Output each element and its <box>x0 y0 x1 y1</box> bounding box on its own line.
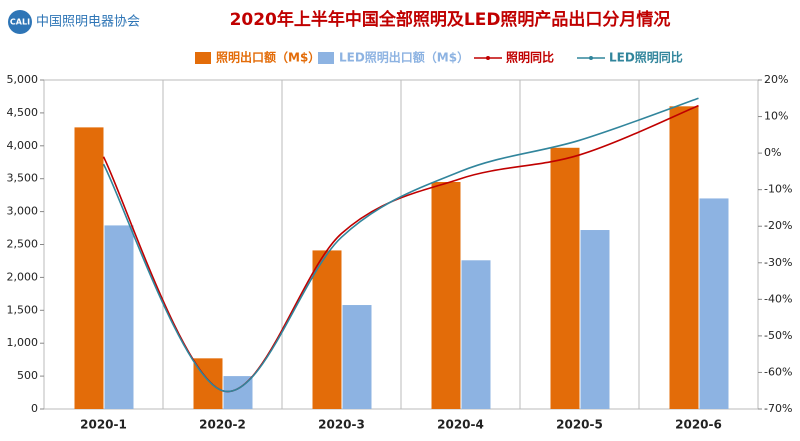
bar <box>461 260 491 409</box>
x-tick-label: 2020-6 <box>675 418 722 432</box>
bar <box>580 230 610 409</box>
bar <box>312 250 342 409</box>
y2-tick-label: -30% <box>764 256 792 269</box>
x-tick-label: 2020-1 <box>80 418 127 432</box>
bar <box>74 127 104 409</box>
y-tick-label: 4,500 <box>7 106 39 119</box>
legend-label: LED照明同比 <box>609 50 683 65</box>
bar <box>342 305 372 409</box>
legend-marker <box>589 56 593 60</box>
legend-swatch <box>318 52 334 64</box>
y-tick-label: 5,000 <box>7 73 39 86</box>
y-tick-label: 1,000 <box>7 336 39 349</box>
y2-tick-label: -50% <box>764 329 792 342</box>
y-tick-label: 3,000 <box>7 205 39 218</box>
legend-label: 照明同比 <box>506 50 554 65</box>
logo-mark: CALI <box>10 18 30 27</box>
y2-tick-label: -10% <box>764 183 792 196</box>
y-tick-label: 4,000 <box>7 139 39 152</box>
legend-label: 照明出口额（M$） <box>216 50 320 65</box>
y2-tick-label: -60% <box>764 365 792 378</box>
y2-tick-label: -70% <box>764 402 792 415</box>
logo-text: 中国照明电器协会 <box>36 15 140 30</box>
y-tick-label: 500 <box>17 369 38 382</box>
y-tick-label: 2,000 <box>7 270 39 283</box>
y2-tick-label: 10% <box>764 110 788 123</box>
y-tick-label: 3,500 <box>7 172 39 185</box>
y-tick-label: 2,500 <box>7 238 39 251</box>
y-tick-label: 0 <box>31 402 38 415</box>
legend-swatch <box>195 52 211 64</box>
x-tick-label: 2020-3 <box>318 418 365 432</box>
x-tick-label: 2020-5 <box>556 418 603 432</box>
bar <box>104 225 134 409</box>
y2-tick-label: 0% <box>764 146 781 159</box>
y2-tick-label: 20% <box>764 73 788 86</box>
bar <box>550 147 580 410</box>
bar <box>669 106 699 409</box>
legend-marker <box>486 56 490 60</box>
bar <box>431 181 461 409</box>
logo-badge <box>8 10 32 34</box>
x-tick-label: 2020-4 <box>437 418 484 432</box>
line <box>102 97 699 393</box>
bar <box>699 198 729 409</box>
legend-label: LED照明出口额（M$） <box>339 50 469 65</box>
y2-tick-label: -40% <box>764 292 792 305</box>
x-tick-label: 2020-2 <box>199 418 246 432</box>
y2-tick-label: -20% <box>764 219 792 232</box>
y-tick-label: 1,500 <box>7 303 39 316</box>
chart-title: 2020年上半年中国全部照明及LED照明产品出口分月情况 <box>230 9 671 30</box>
